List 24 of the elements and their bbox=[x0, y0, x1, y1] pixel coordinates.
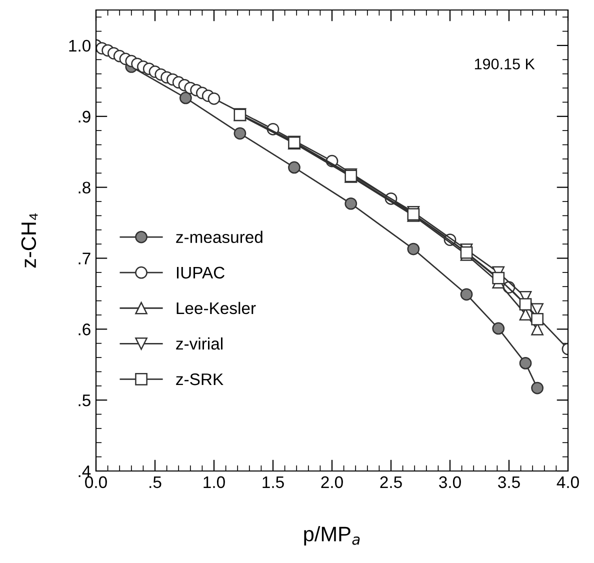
legend-label: IUPAC bbox=[176, 266, 225, 279]
legend-label: z-virial bbox=[176, 337, 222, 350]
annotation: 190.15 K bbox=[474, 58, 535, 70]
x-tick-label: 0.0 bbox=[85, 476, 107, 488]
legend-label: z-measured bbox=[176, 230, 262, 244]
y-axis-title: z-CH₄ bbox=[21, 213, 38, 268]
x-tick-label: 2.5 bbox=[380, 476, 402, 488]
legend-label: Lee-Kesler bbox=[176, 302, 256, 314]
y-tick-label: 1.0 bbox=[69, 40, 90, 52]
x-tick-label: .5 bbox=[150, 476, 162, 488]
x-tick-label: 4.0 bbox=[556, 476, 579, 488]
y-tick-label: .6 bbox=[78, 324, 90, 336]
y-tick-label: .5 bbox=[78, 394, 90, 406]
x-tick-label: 2.0 bbox=[321, 476, 343, 488]
x-axis-title: p/MP$_{a}$ bbox=[304, 526, 360, 546]
y-tick-label: .9 bbox=[78, 110, 90, 123]
y-tick-label: .8 bbox=[78, 182, 90, 194]
x-tick-label: 1.5 bbox=[262, 476, 284, 488]
x-tick-label: 3.0 bbox=[439, 476, 461, 488]
y-tick-label: .4 bbox=[78, 466, 91, 478]
x-tick-label: 3.5 bbox=[498, 476, 520, 488]
y-tick-label: .7 bbox=[78, 252, 90, 264]
x-tick-label: 1.0 bbox=[204, 476, 225, 488]
legend-label: z-SRK bbox=[176, 373, 224, 386]
